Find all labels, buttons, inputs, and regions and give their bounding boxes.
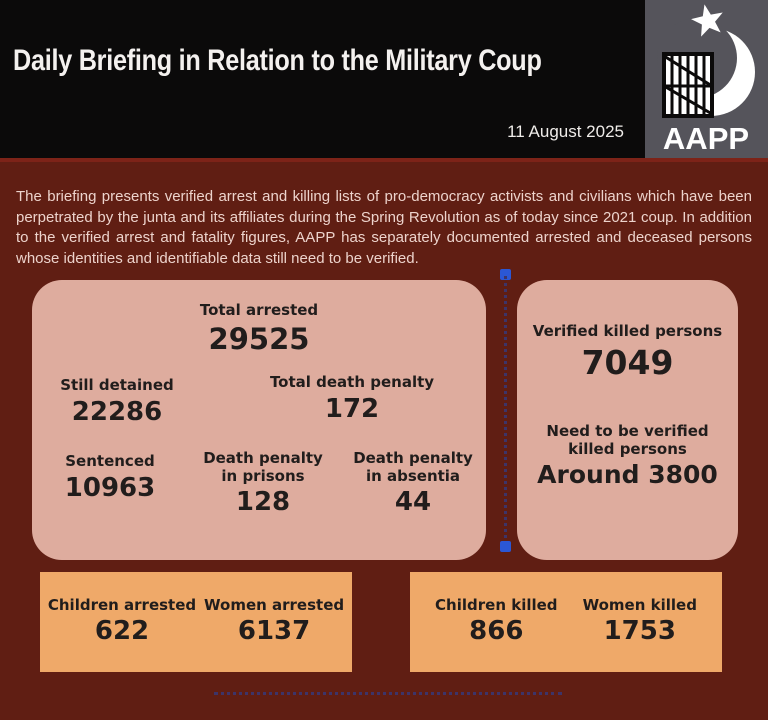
stat-sentenced-value: 10963 xyxy=(64,472,156,503)
aapp-crescent-star-prison-gate-icon: AAPP xyxy=(645,0,768,158)
stat-still-detained: Still detained 22286 xyxy=(60,376,174,428)
stat-death-penalty-prisons-label: Death penalty in prisons xyxy=(203,449,323,485)
header-divider xyxy=(0,158,768,162)
stat-children-arrested-value: 622 xyxy=(94,615,150,646)
stat-women-arrested-label: Women arrested xyxy=(204,596,345,615)
stat-sentenced: Sentenced 10963 xyxy=(64,452,156,504)
killed-stats-box: Verified killed persons 7049 Need to be … xyxy=(517,280,738,560)
stat-total-arrested: Total arrested 29525 xyxy=(199,301,319,356)
stat-children-killed-value: 866 xyxy=(469,615,524,646)
stat-still-detained-value: 22286 xyxy=(71,396,163,427)
aapp-logo-text: AAPP xyxy=(663,121,749,156)
stat-need-verified-killed-value: Around 3800 xyxy=(537,460,718,490)
stat-total-arrested-label: Total arrested xyxy=(199,301,319,319)
stat-children-killed: Children killed 866 xyxy=(435,597,558,647)
stat-total-arrested-value: 29525 xyxy=(208,321,310,356)
horizontal-dotted-divider xyxy=(214,692,562,695)
stat-children-arrested-label: Children arrested xyxy=(47,596,197,615)
stat-women-killed-value: 1753 xyxy=(603,615,676,646)
vertical-dotted-divider xyxy=(500,269,511,552)
divider-endpoint-top xyxy=(500,269,511,280)
stat-death-penalty-prisons: Death penalty in prisons 128 xyxy=(200,449,326,518)
stat-death-penalty-absentia-value: 44 xyxy=(394,487,432,518)
header: Daily Briefing in Relation to the Milita… xyxy=(0,0,768,158)
page-title: Daily Briefing in Relation to the Milita… xyxy=(13,44,542,77)
stat-women-arrested: Women arrested 6137 xyxy=(204,597,344,647)
stat-still-detained-label: Still detained xyxy=(60,376,174,394)
stat-need-verified-killed-label: Need to be verified killed persons xyxy=(546,422,709,458)
arrest-stats-box: Total arrested 29525 Still detained 2228… xyxy=(32,280,486,560)
stat-children-arrested: Children arrested 622 xyxy=(48,597,196,647)
stat-total-death-penalty-label: Total death penalty xyxy=(269,373,435,391)
stat-total-death-penalty-value: 172 xyxy=(324,393,380,424)
briefing-intro-text: The briefing presents verified arrest an… xyxy=(16,188,752,267)
stat-death-penalty-absentia-label: Death penalty in absentia xyxy=(353,449,473,485)
stat-verified-killed-value: 7049 xyxy=(581,342,674,382)
stat-death-penalty-absentia: Death penalty in absentia 44 xyxy=(350,449,476,518)
children-women-killed-bar: Children killed 866 Women killed 1753 xyxy=(410,572,722,672)
children-women-arrested-bar: Children arrested 622 Women arrested 613… xyxy=(40,572,352,672)
stat-sentenced-label: Sentenced xyxy=(65,452,155,470)
divider-endpoint-bottom xyxy=(500,541,511,552)
stat-women-killed-label: Women killed xyxy=(582,596,697,615)
stat-verified-killed-label: Verified killed persons xyxy=(532,322,723,340)
divider-line xyxy=(504,276,507,545)
briefing-date: 11 August 2025 xyxy=(507,122,624,141)
stat-death-penalty-prisons-value: 128 xyxy=(235,487,291,518)
stat-need-verified-killed: Need to be verified killed persons Aroun… xyxy=(535,422,720,490)
stat-children-killed-label: Children killed xyxy=(435,596,558,615)
stat-total-death-penalty: Total death penalty 172 xyxy=(269,373,435,425)
stat-women-arrested-value: 6137 xyxy=(237,615,311,646)
aapp-logo: AAPP xyxy=(645,0,768,158)
stat-verified-killed: Verified killed persons 7049 xyxy=(532,322,723,382)
stat-women-killed: Women killed 1753 xyxy=(583,597,697,647)
